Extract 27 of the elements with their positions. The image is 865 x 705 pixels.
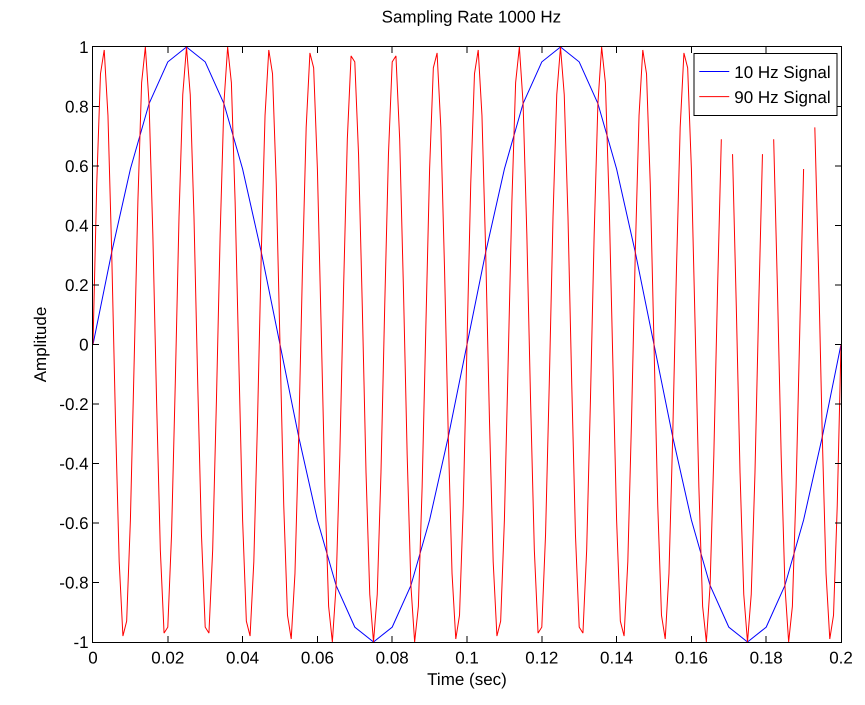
y-tick-label: 0.2 bbox=[64, 276, 89, 295]
y-tick-label: -1 bbox=[73, 632, 89, 652]
line-series bbox=[93, 47, 841, 642]
y-tick-label: 0.8 bbox=[64, 97, 89, 116]
x-tick-label: 0.06 bbox=[300, 648, 334, 668]
y-tick-label: 1 bbox=[79, 38, 89, 57]
x-tick-label: 0.1 bbox=[455, 648, 479, 668]
legend-label: 90 Hz Signal bbox=[734, 88, 831, 108]
legend-label: 10 Hz Signal bbox=[734, 63, 831, 82]
x-tick-label: 0.2 bbox=[829, 648, 853, 668]
x-tick-label: 0.14 bbox=[600, 648, 634, 668]
chart-title: Sampling Rate 1000 Hz bbox=[382, 7, 562, 26]
x-tick-label: 0.16 bbox=[674, 648, 708, 668]
x-tick-label: 0.12 bbox=[525, 648, 558, 668]
y-tick-label: 0.4 bbox=[64, 216, 89, 236]
y-tick-label: -0.6 bbox=[59, 514, 89, 533]
x-tick-label: 0.02 bbox=[151, 648, 184, 668]
y-axis-title: Amplitude bbox=[30, 306, 50, 382]
y-tick-label: -0.8 bbox=[59, 573, 89, 592]
y-tick-label: 0.6 bbox=[64, 156, 89, 176]
x-tick-label: 0.04 bbox=[226, 648, 260, 668]
y-tick-label: -0.2 bbox=[59, 394, 89, 414]
x-axis-title: Time (sec) bbox=[427, 670, 507, 689]
x-tick-label: 0.08 bbox=[376, 648, 409, 668]
y-tick-label: -0.4 bbox=[59, 454, 89, 474]
y-tick-label: 0 bbox=[79, 335, 89, 354]
x-tick-label: 0.18 bbox=[750, 648, 783, 668]
